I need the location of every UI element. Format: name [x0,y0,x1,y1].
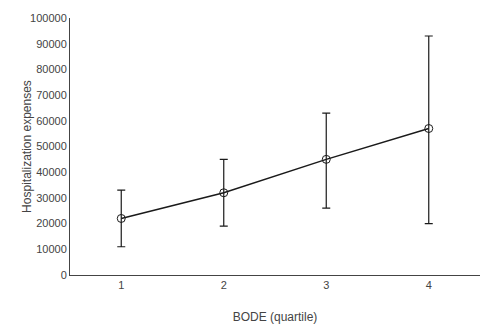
svg-text:100000: 100000 [30,12,67,24]
svg-text:3: 3 [323,279,329,291]
svg-text:50000: 50000 [36,140,67,152]
svg-text:80000: 80000 [36,63,67,75]
svg-text:90000: 90000 [36,38,67,50]
svg-text:60000: 60000 [36,115,67,127]
svg-text:10000: 10000 [36,243,67,255]
svg-text:70000: 70000 [36,89,67,101]
svg-text:0: 0 [61,269,67,281]
svg-text:2: 2 [221,279,227,291]
svg-text:1: 1 [118,279,124,291]
svg-text:40000: 40000 [36,166,67,178]
svg-text:BODE (quartile): BODE (quartile) [233,310,318,324]
svg-text:Hospitalization expenses: Hospitalization expenses [20,80,34,213]
svg-text:30000: 30000 [36,192,67,204]
svg-text:4: 4 [426,279,432,291]
svg-text:20000: 20000 [36,217,67,229]
